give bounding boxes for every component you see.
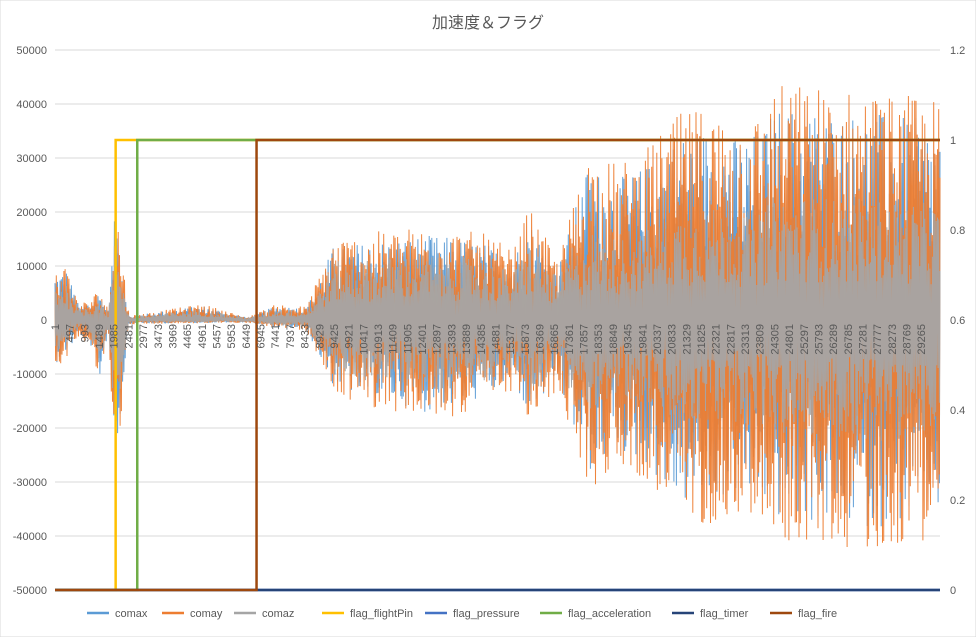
x-tick-label: 25297 (799, 324, 811, 355)
x-tick-label: 2481 (123, 324, 135, 348)
x-tick-label: 8433 (300, 324, 312, 348)
x-tick-label: 10417 (358, 324, 370, 355)
x-tick-label: 3473 (153, 324, 165, 348)
x-tick-label: 23809 (755, 324, 767, 355)
x-tick-label: 22321 (711, 324, 723, 355)
x-tick-label: 5953 (226, 324, 238, 348)
x-tick-label: 26289 (828, 324, 840, 355)
x-tick-label: 4465 (182, 324, 194, 348)
x-tick-label: 7441 (270, 324, 282, 348)
x-tick-label: 16369 (534, 324, 546, 355)
x-tick-label: 14385 (476, 324, 488, 355)
y-left-tick-label: 0 (41, 315, 47, 327)
y-left-tick-label: -50000 (13, 585, 47, 597)
y-right-tick-label: 0 (950, 585, 956, 597)
x-tick-label: 11409 (388, 324, 400, 354)
x-tick-label: 11905 (402, 324, 414, 354)
x-tick-label: 16865 (549, 324, 561, 355)
x-tick-label: 23313 (740, 324, 752, 355)
y-left-tick-label: -20000 (13, 423, 47, 435)
acceleration-series (54, 86, 941, 548)
x-tick-label: 19841 (637, 324, 649, 355)
y-axis-left: -50000 -40000 -30000 -20000 -10000 0 10000 2000… (13, 45, 47, 597)
x-tick-label: 29265 (916, 324, 928, 355)
x-tick-label: 21329 (681, 324, 693, 355)
chart-title: 加速度＆フラグ (432, 13, 544, 32)
legend-label: flag_fire (798, 608, 837, 620)
y-axis-right: 0 0.2 0.4 0.6 0.8 1 1.2 (950, 45, 965, 597)
legend-label: comay (190, 608, 223, 620)
x-tick-label: 10913 (373, 324, 385, 355)
x-tick-label: 17361 (564, 324, 576, 355)
x-tick-label: 13393 (446, 324, 458, 355)
x-tick-label: 497 (65, 324, 77, 342)
x-tick-label: 1 (50, 324, 62, 330)
x-tick-label: 12401 (417, 324, 429, 355)
x-axis: 1 497 993 1489 1985 2481 2977 3473 3969 4465 4961 5… (50, 324, 928, 355)
legend-label: flag_flightPin (350, 608, 413, 620)
x-tick-label: 5457 (211, 324, 223, 348)
x-tick-label: 27777 (872, 324, 884, 355)
x-tick-label: 12897 (432, 324, 444, 355)
y-right-tick-label: 0.6 (950, 315, 965, 327)
x-tick-label: 26785 (843, 324, 855, 355)
y-left-tick-label: 40000 (16, 99, 47, 111)
x-tick-label: 14881 (490, 324, 502, 355)
y-right-tick-label: 0.8 (950, 225, 965, 237)
x-tick-label: 8929 (314, 324, 326, 348)
flag-series (55, 138, 940, 592)
x-tick-label: 18353 (593, 324, 605, 355)
y-left-tick-label: 10000 (16, 261, 47, 273)
x-tick-label: 4961 (197, 324, 209, 348)
x-tick-label: 27281 (857, 324, 869, 355)
x-tick-label: 993 (79, 324, 91, 342)
y-right-tick-label: 0.2 (950, 495, 965, 507)
legend-label: comaz (262, 608, 294, 620)
x-tick-label: 24801 (784, 324, 796, 355)
x-tick-label: 25793 (813, 324, 825, 355)
y-right-tick-label: 0.4 (950, 405, 965, 417)
x-tick-label: 17857 (579, 324, 591, 355)
legend-label: flag_pressure (453, 608, 520, 620)
x-tick-label: 7937 (285, 324, 297, 348)
legend-label: flag_timer (700, 608, 749, 620)
x-tick-label: 19345 (623, 324, 635, 355)
x-tick-label: 15377 (505, 324, 517, 355)
x-tick-label: 6449 (241, 324, 253, 348)
legend: comax comay comaz flag_flightPin flag_pressu… (87, 608, 837, 620)
x-tick-label: 15873 (520, 324, 532, 355)
y-left-tick-label: -10000 (13, 369, 47, 381)
x-tick-label: 28273 (887, 324, 899, 355)
x-tick-label: 21825 (696, 324, 708, 355)
x-tick-label: 3969 (167, 324, 179, 348)
x-tick-label: 28769 (902, 324, 914, 355)
series-line-flag_fire (55, 138, 940, 592)
x-tick-label: 18849 (608, 324, 620, 355)
y-left-tick-label: 20000 (16, 207, 47, 219)
y-right-tick-label: 1.2 (950, 45, 965, 57)
x-tick-label: 20337 (652, 324, 664, 355)
legend-label: flag_acceleration (568, 608, 651, 620)
legend-label: comax (115, 608, 148, 620)
y-left-tick-label: 30000 (16, 153, 47, 165)
x-tick-label: 13889 (461, 324, 473, 355)
series-line-comaz (54, 197, 941, 441)
x-tick-label: 22817 (725, 324, 737, 355)
y-left-tick-label: 50000 (16, 45, 47, 57)
y-left-tick-label: -40000 (13, 531, 47, 543)
x-tick-label: 9921 (344, 324, 356, 348)
x-tick-label: 2977 (138, 324, 150, 348)
x-tick-label: 24305 (769, 324, 781, 355)
y-right-tick-label: 1 (950, 135, 956, 147)
x-tick-label: 9425 (329, 324, 341, 348)
x-tick-label: 1489 (94, 324, 106, 348)
x-tick-label: 6945 (256, 324, 268, 348)
x-tick-label: 20833 (667, 324, 679, 355)
y-left-tick-label: -30000 (13, 477, 47, 489)
gridlines (55, 49, 940, 591)
x-tick-label: 1985 (109, 324, 121, 348)
